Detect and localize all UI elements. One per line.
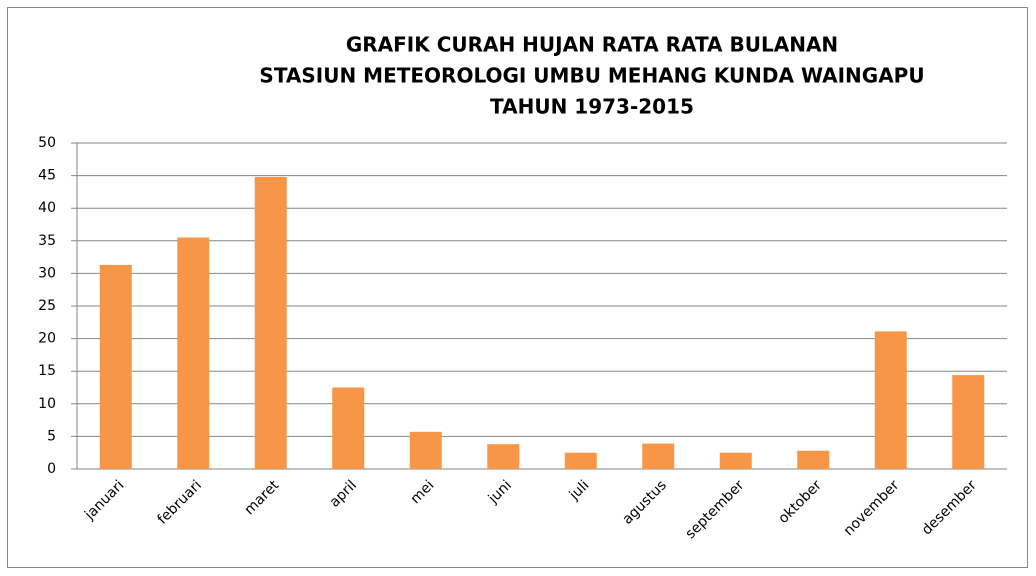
bar (254, 176, 287, 470)
bar (409, 431, 442, 469)
y-tick-label: 0 (47, 461, 56, 477)
y-tick-label: 40 (38, 200, 56, 216)
chart-frame (7, 7, 1028, 568)
chart-title: GRAFIK CURAH HUJAN RATA RATA BULANAN (346, 33, 838, 57)
chart-title: TAHUN 1973-2015 (490, 95, 694, 119)
y-tick-label: 30 (38, 265, 56, 281)
y-tick-label: 5 (47, 428, 56, 444)
y-tick-label: 50 (38, 135, 56, 151)
y-tick-label: 20 (38, 331, 56, 347)
bar (99, 264, 132, 469)
y-tick-label: 45 (38, 168, 56, 184)
bar (952, 375, 985, 469)
y-tick-label: 35 (38, 233, 56, 249)
chart-title: STASIUN METEOROLOGI UMBU MEHANG KUNDA WA… (259, 64, 924, 88)
bar (564, 452, 597, 469)
bar (487, 444, 520, 469)
bar (332, 387, 365, 469)
bar (177, 237, 210, 469)
bar (874, 331, 907, 469)
y-tick-label: 25 (38, 298, 56, 314)
bar (797, 450, 830, 469)
bar (719, 452, 752, 469)
bar (642, 443, 675, 469)
y-tick-label: 10 (38, 396, 56, 412)
y-tick-label: 15 (38, 363, 56, 379)
